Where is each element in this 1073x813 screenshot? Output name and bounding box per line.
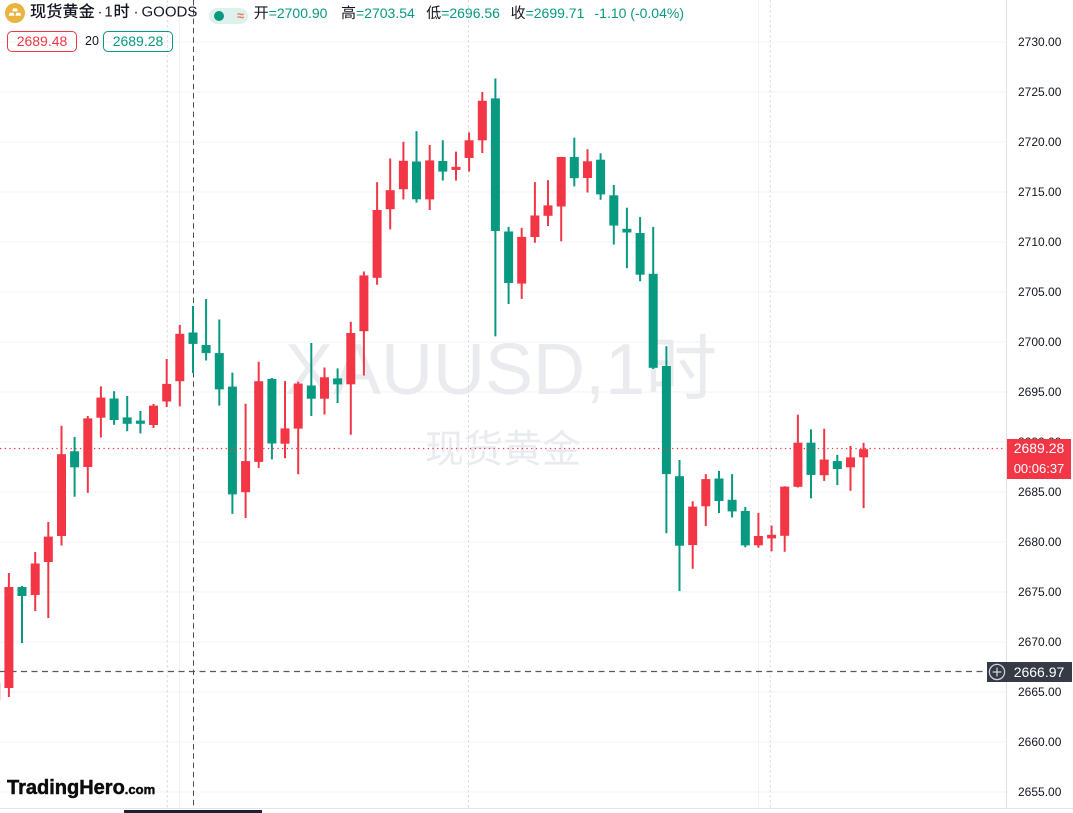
svg-text:·: · <box>98 4 103 21</box>
svg-text:GOODS: GOODS <box>142 4 198 21</box>
svg-text:=2703.54: =2703.54 <box>356 5 415 21</box>
svg-text:=2700.90: =2700.90 <box>269 5 328 21</box>
svg-text:=2699.71: =2699.71 <box>526 5 585 21</box>
svg-text:·: · <box>134 4 139 21</box>
svg-text:-1.10 (-0.04%): -1.10 (-0.04%) <box>595 5 684 21</box>
svg-text:XAUUSD,1: XAUUSD,1 <box>285 330 645 410</box>
svg-text:1: 1 <box>104 4 112 21</box>
svg-text:=2696.56: =2696.56 <box>441 5 500 21</box>
